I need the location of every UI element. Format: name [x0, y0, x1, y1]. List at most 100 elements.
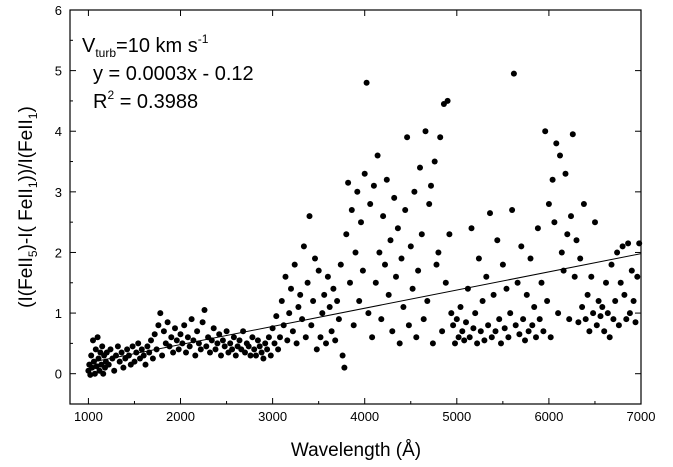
data-point — [277, 334, 283, 341]
data-point — [114, 343, 121, 350]
data-point — [90, 337, 96, 344]
data-point — [135, 340, 142, 347]
y-tick-label: 3 — [55, 185, 62, 200]
data-point — [417, 164, 423, 171]
data-point — [459, 328, 466, 335]
data-point — [168, 334, 175, 341]
data-point — [501, 325, 508, 332]
data-point — [149, 355, 156, 362]
data-point — [271, 340, 278, 347]
data-point — [105, 361, 112, 368]
data-point — [439, 328, 446, 335]
data-point — [428, 182, 434, 189]
data-point — [569, 131, 576, 138]
data-point — [324, 273, 331, 280]
data-point — [173, 337, 180, 344]
data-point — [615, 322, 622, 329]
data-point — [575, 319, 582, 326]
data-point — [426, 201, 433, 207]
data-point — [588, 273, 595, 280]
data-point — [597, 313, 604, 320]
data-point — [564, 231, 571, 238]
data-point — [359, 267, 366, 274]
data-point — [527, 255, 534, 262]
data-point — [468, 225, 475, 232]
data-point — [253, 352, 259, 359]
data-point — [343, 231, 350, 238]
data-point — [159, 352, 166, 359]
data-point — [218, 352, 224, 359]
data-point — [92, 346, 99, 353]
data-point — [424, 298, 431, 304]
data-point — [304, 279, 311, 286]
data-point — [464, 285, 471, 292]
data-point — [142, 361, 149, 368]
data-point — [536, 316, 543, 323]
y-tick-label: 6 — [55, 3, 62, 18]
data-point — [219, 337, 226, 344]
data-point — [483, 273, 490, 280]
data-point — [630, 298, 637, 304]
data-point — [555, 310, 562, 317]
data-point — [606, 334, 613, 341]
x-tick-label: 7000 — [627, 409, 656, 424]
data-point — [341, 364, 348, 371]
data-point — [522, 337, 528, 344]
data-point — [251, 346, 258, 353]
data-point — [420, 316, 427, 323]
data-point — [586, 328, 593, 335]
data-point — [514, 279, 521, 286]
data-point — [404, 134, 411, 141]
data-point — [131, 358, 138, 365]
data-point — [400, 304, 407, 310]
data-point — [175, 346, 182, 353]
data-point — [413, 334, 420, 341]
data-point — [265, 334, 272, 341]
data-point — [256, 343, 263, 350]
data-point — [317, 334, 324, 341]
data-point — [619, 243, 626, 250]
data-point — [487, 210, 493, 217]
data-point — [498, 340, 504, 347]
data-point — [144, 343, 151, 350]
data-point — [374, 152, 381, 159]
data-point — [207, 349, 213, 356]
data-point — [151, 331, 158, 338]
data-point — [415, 267, 422, 274]
data-point — [584, 291, 591, 298]
data-point — [332, 337, 339, 344]
data-point — [284, 337, 291, 344]
data-point — [227, 340, 234, 347]
data-point — [402, 207, 409, 213]
data-point — [148, 337, 154, 344]
data-point — [557, 152, 563, 159]
data-point — [111, 367, 118, 374]
data-point — [431, 158, 438, 165]
data-point — [391, 194, 398, 201]
vturb-annotation: Vturb=10 km s-1 — [82, 32, 209, 60]
data-point — [291, 261, 298, 268]
data-point — [306, 213, 313, 220]
data-point — [186, 343, 193, 350]
data-point — [334, 298, 341, 304]
data-point — [634, 273, 641, 280]
data-point — [398, 255, 405, 262]
data-point — [260, 355, 267, 362]
data-point — [490, 291, 497, 298]
data-point — [194, 328, 201, 335]
data-point — [249, 334, 256, 341]
data-point — [510, 70, 517, 77]
data-point — [422, 128, 429, 135]
data-point — [129, 343, 136, 350]
x-axis-title: Wavelength (Å) — [291, 440, 421, 461]
data-point — [164, 319, 171, 326]
data-point — [632, 319, 639, 326]
y-tick-label: 5 — [55, 64, 62, 79]
data-point — [223, 328, 230, 335]
data-point — [444, 97, 451, 104]
data-point — [481, 337, 488, 344]
data-point — [604, 310, 611, 317]
data-point — [247, 352, 254, 359]
data-point — [214, 340, 221, 347]
data-point — [380, 213, 387, 220]
